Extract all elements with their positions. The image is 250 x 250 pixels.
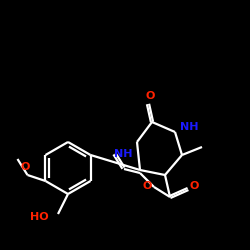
Text: O: O [142, 181, 152, 191]
Text: NH: NH [114, 149, 132, 159]
Text: NH: NH [180, 122, 198, 132]
Text: O: O [189, 181, 199, 191]
Text: O: O [21, 162, 30, 172]
Text: HO: HO [30, 212, 49, 222]
Text: O: O [145, 91, 155, 101]
